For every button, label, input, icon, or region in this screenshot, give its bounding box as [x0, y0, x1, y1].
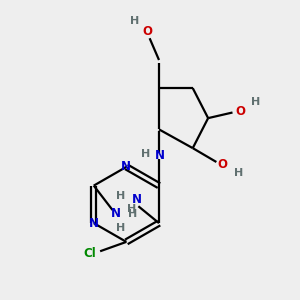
Text: N: N — [111, 207, 121, 220]
Text: H: H — [127, 204, 136, 214]
Text: O: O — [235, 105, 245, 118]
Text: H: H — [234, 168, 244, 178]
Text: H: H — [116, 223, 125, 233]
Text: O: O — [143, 26, 153, 38]
Text: N: N — [131, 193, 142, 206]
Text: N: N — [89, 217, 99, 230]
Text: N: N — [155, 149, 165, 162]
Text: H: H — [130, 16, 139, 26]
Text: N: N — [122, 160, 131, 173]
Text: O: O — [218, 158, 228, 172]
Text: H: H — [128, 209, 137, 219]
Text: H: H — [141, 149, 151, 159]
Text: H: H — [116, 191, 125, 201]
Text: H: H — [251, 97, 261, 107]
Text: Cl: Cl — [84, 247, 96, 260]
